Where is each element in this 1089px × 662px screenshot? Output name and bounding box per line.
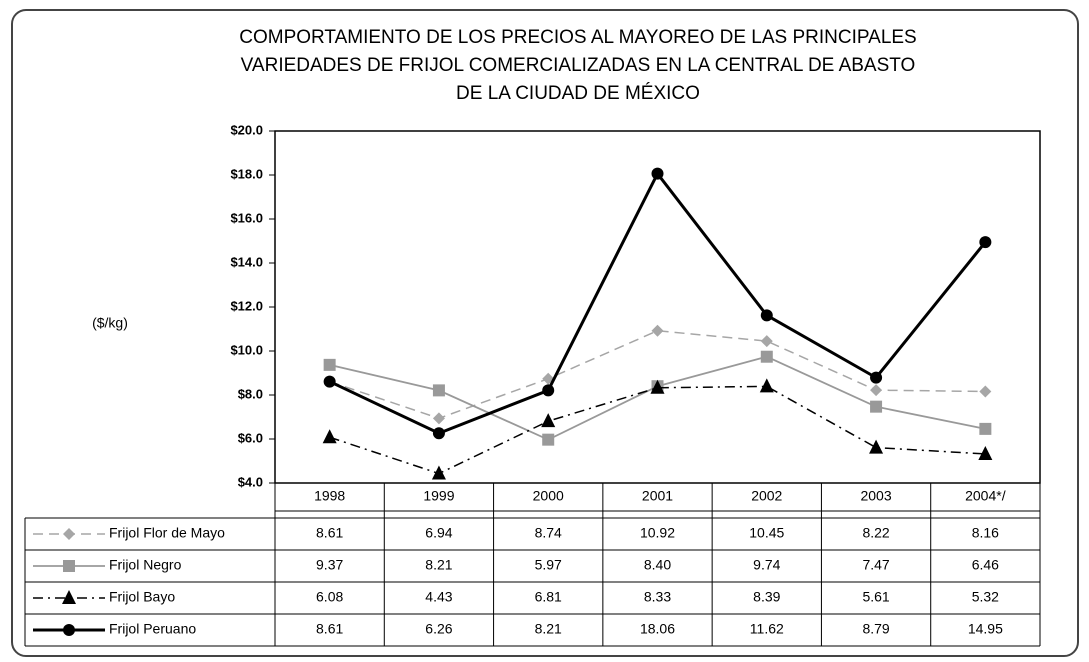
legend-label: Frijol Peruano xyxy=(109,621,196,637)
y-tick-label: $8.0 xyxy=(238,386,263,401)
marker xyxy=(760,309,773,322)
y-tick-label: $20.0 xyxy=(230,122,263,137)
legend-label: Frijol Flor de Mayo xyxy=(109,525,225,541)
legend-marker xyxy=(62,590,76,604)
table-cell: 8.61 xyxy=(316,621,343,637)
marker xyxy=(869,439,884,454)
y-tick-label: $10.0 xyxy=(230,342,263,357)
series-line xyxy=(329,170,987,435)
marker xyxy=(542,384,555,397)
y-tick-label: $4.0 xyxy=(238,474,263,489)
table-cell: 10.45 xyxy=(749,525,784,541)
marker xyxy=(322,429,337,444)
chart-title: VARIEDADES DE FRIJOL COMERCIALIZADAS EN … xyxy=(241,55,916,76)
table-cell: 8.79 xyxy=(862,621,889,637)
marker xyxy=(979,236,992,249)
marker xyxy=(431,465,446,480)
table-cell: 8.40 xyxy=(644,557,671,573)
y-tick-label: $14.0 xyxy=(230,254,263,269)
table-cell: 5.61 xyxy=(862,589,889,605)
table-cell: 9.37 xyxy=(316,557,343,573)
table-cell: 5.97 xyxy=(535,557,562,573)
marker xyxy=(870,371,883,384)
table-cell: 5.32 xyxy=(972,589,999,605)
table-cell: 8.61 xyxy=(316,525,343,541)
y-axis-label: ($/kg) xyxy=(92,315,128,331)
x-tick-label: 2001 xyxy=(642,488,673,504)
y-tick-label: $12.0 xyxy=(230,298,263,313)
x-tick-label: 2000 xyxy=(533,488,564,504)
table-cell: 8.22 xyxy=(862,525,889,541)
x-tick-label: 2003 xyxy=(860,488,891,504)
marker xyxy=(323,375,336,388)
table-cell: 8.74 xyxy=(535,525,562,541)
marker xyxy=(651,167,664,180)
chart-title: DE LA CIUDAD DE MÉXICO xyxy=(456,83,700,104)
y-tick-label: $18.0 xyxy=(230,166,263,181)
x-tick-label: 1998 xyxy=(314,488,345,504)
marker xyxy=(978,445,993,460)
table-cell: 8.33 xyxy=(644,589,671,605)
legend-marker xyxy=(63,528,75,540)
marker xyxy=(979,422,992,435)
x-tick-label: 2002 xyxy=(751,488,782,504)
legend-label: Frijol Negro xyxy=(109,557,182,573)
table-cell: 14.95 xyxy=(968,621,1003,637)
marker xyxy=(870,400,883,413)
table-cell: 8.39 xyxy=(753,589,780,605)
plot-area xyxy=(274,130,1041,484)
marker xyxy=(542,433,555,446)
marker xyxy=(870,384,883,397)
marker xyxy=(650,379,665,394)
table-cell: 10.92 xyxy=(640,525,675,541)
table-cell: 9.74 xyxy=(753,557,780,573)
marker xyxy=(760,335,773,348)
table-cell: 11.62 xyxy=(750,621,784,637)
table-cell: 6.08 xyxy=(316,589,343,605)
table-cell: 6.26 xyxy=(425,621,452,637)
table-cell: 6.94 xyxy=(425,525,452,541)
table-cell: 8.16 xyxy=(972,525,999,541)
series-line xyxy=(329,329,986,420)
marker xyxy=(651,324,664,337)
x-tick-label: 2004*/ xyxy=(965,488,1006,504)
table-cell: 4.43 xyxy=(425,589,452,605)
table-cell: 6.46 xyxy=(972,557,999,573)
table-cell: 6.81 xyxy=(535,589,562,605)
marker xyxy=(323,358,336,371)
legend-marker xyxy=(63,560,75,572)
legend-label: Frijol Bayo xyxy=(109,589,175,605)
marker xyxy=(432,412,445,425)
table-cell: 8.21 xyxy=(535,621,562,637)
marker xyxy=(432,384,445,397)
marker xyxy=(760,350,773,363)
series-line xyxy=(329,385,986,475)
chart-title: COMPORTAMIENTO DE LOS PRECIOS AL MAYOREO… xyxy=(239,27,916,48)
x-tick-label: 1999 xyxy=(423,488,454,504)
table-cell: 8.21 xyxy=(425,557,452,573)
table-cell: 18.06 xyxy=(640,621,675,637)
frame xyxy=(11,9,1079,657)
table-cell: 7.47 xyxy=(862,557,889,573)
marker xyxy=(432,427,445,440)
y-tick-label: $16.0 xyxy=(230,210,263,225)
y-tick-label: $6.0 xyxy=(238,430,263,445)
legend-marker xyxy=(63,624,75,636)
marker xyxy=(759,378,774,393)
marker xyxy=(541,413,556,428)
marker xyxy=(979,385,992,398)
